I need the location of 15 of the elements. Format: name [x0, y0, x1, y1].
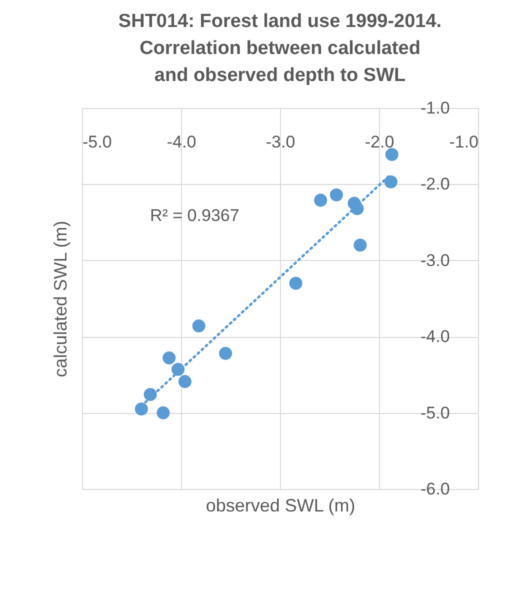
y-tick-label: -1.0 — [420, 98, 450, 118]
y-tick-label: -3.0 — [420, 250, 450, 270]
x-tick-label: -3.0 — [266, 132, 296, 152]
x-tick-label: -2.0 — [364, 132, 394, 152]
y-tick-label: -6.0 — [420, 480, 450, 498]
annotation: R² = 0.9367 — [150, 206, 240, 225]
x-tick-label: -4.0 — [166, 132, 196, 152]
chart-title: SHT014: Forest land use 1999-2014. Correlation between calculated and observed depth to SWL — [118, 11, 442, 86]
x-axis-title: observed SWL (m) — [206, 496, 356, 516]
y-tick-label: -5.0 — [420, 403, 450, 422]
y-tick-label: -4.0 — [420, 327, 450, 346]
x-tick-label: -1.0 — [449, 132, 478, 152]
y-axis-title: calculated SWL (m) — [50, 220, 70, 378]
y-tick-label: -2.0 — [420, 174, 450, 194]
x-tick-label: -5.0 — [82, 132, 112, 152]
